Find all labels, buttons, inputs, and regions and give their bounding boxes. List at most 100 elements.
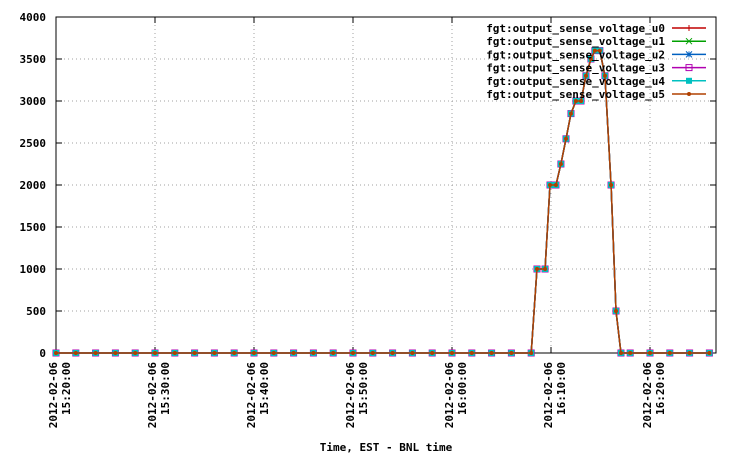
x-tick-label: 15:20:00 (60, 362, 73, 415)
data-point (548, 183, 553, 187)
marker-shape (232, 351, 237, 355)
y-tick-label: 1500 (20, 221, 47, 234)
marker-shape (568, 111, 573, 116)
marker-shape (370, 351, 375, 355)
marker-shape (685, 64, 693, 72)
data-point (687, 351, 692, 355)
y-tick-label: 4000 (20, 11, 47, 24)
data-point (529, 351, 534, 355)
x-tick-label: 15:30:00 (159, 362, 172, 415)
y-tick-label: 0 (39, 347, 46, 360)
marker-shape (73, 351, 78, 355)
marker-shape (153, 351, 157, 355)
marker-shape (172, 351, 177, 355)
y-tick-label: 500 (26, 305, 46, 318)
y-tick-label: 1000 (20, 263, 47, 276)
data-point (133, 351, 138, 355)
marker-shape (469, 351, 474, 355)
data-point (351, 351, 355, 355)
data-point (686, 25, 692, 31)
marker-shape (450, 351, 454, 355)
marker-shape (548, 183, 553, 187)
data-point (588, 57, 593, 61)
legend-label: fgt:output_sense_voltage_u0 (486, 22, 665, 35)
marker-shape (534, 267, 539, 271)
data-point (686, 77, 692, 84)
x-tick-label: 15:50:00 (357, 362, 370, 415)
y-tick-label: 2500 (20, 137, 47, 150)
data-point (172, 351, 177, 355)
data-point (687, 92, 691, 96)
marker-shape (271, 351, 276, 355)
legend: fgt:output_sense_voltage_u0fgt:output_se… (486, 22, 706, 101)
marker-shape (430, 351, 435, 355)
data-point (685, 51, 693, 58)
marker-stroke (685, 51, 693, 58)
data-point (597, 48, 602, 53)
data-point (707, 351, 712, 355)
marker-shape (579, 99, 584, 103)
data-point (568, 111, 573, 116)
data-point (685, 64, 693, 72)
marker-shape (54, 351, 58, 355)
data-point (73, 351, 78, 355)
data-point (450, 351, 454, 355)
legend-label: fgt:output_sense_voltage_u2 (486, 48, 665, 61)
marker-shape (687, 92, 691, 96)
legend-label: fgt:output_sense_voltage_u1 (486, 35, 665, 48)
data-point (410, 351, 415, 355)
data-point (583, 73, 588, 78)
data-point (609, 183, 614, 187)
marker-shape (113, 351, 118, 355)
data-point (232, 351, 237, 355)
marker-shape (592, 48, 597, 53)
marker-stroke (685, 37, 693, 45)
marker-shape (609, 183, 614, 187)
marker-shape (311, 351, 316, 355)
marker-shape (291, 351, 296, 355)
legend-label: fgt:output_sense_voltage_u4 (486, 75, 665, 88)
marker-shape (597, 48, 602, 53)
marker-shape (529, 351, 534, 355)
marker-shape (489, 351, 494, 355)
data-point (430, 351, 435, 355)
marker-shape (252, 351, 256, 355)
x-tick-label: 16:00:00 (456, 362, 469, 415)
y-tick-label: 3500 (20, 53, 47, 66)
marker-shape (351, 351, 355, 355)
marker-shape (564, 136, 569, 141)
data-point (291, 351, 296, 355)
data-point (489, 351, 494, 355)
data-point (153, 351, 157, 355)
x-tick-label: 2012-02-06 (641, 362, 654, 429)
data-point (370, 351, 375, 355)
data-point (667, 351, 672, 355)
data-point (648, 351, 652, 355)
data-point (212, 351, 217, 355)
x-tick-label: 16:20:00 (654, 362, 667, 415)
data-point (192, 351, 197, 355)
marker-shape (553, 183, 558, 187)
data-point (311, 351, 316, 355)
marker-shape (614, 309, 619, 313)
data-point (618, 351, 623, 355)
marker-shape (648, 351, 652, 355)
data-point (614, 309, 619, 313)
marker-shape (667, 351, 672, 355)
data-point (390, 351, 395, 355)
x-tick-label: 15:40:00 (258, 362, 271, 415)
data-point (558, 162, 563, 166)
data-point (331, 351, 336, 355)
legend-label: fgt:output_sense_voltage_u3 (486, 62, 665, 75)
data-point (534, 267, 539, 271)
marker-shape (618, 351, 623, 355)
marker-shape (602, 73, 607, 78)
x-tick-label: 2012-02-06 (47, 362, 60, 429)
data-point (54, 351, 58, 355)
data-point (113, 351, 118, 355)
data-point (579, 99, 584, 103)
marker-shape (543, 267, 548, 271)
marker-shape (133, 351, 138, 355)
marker-shape (687, 351, 692, 355)
